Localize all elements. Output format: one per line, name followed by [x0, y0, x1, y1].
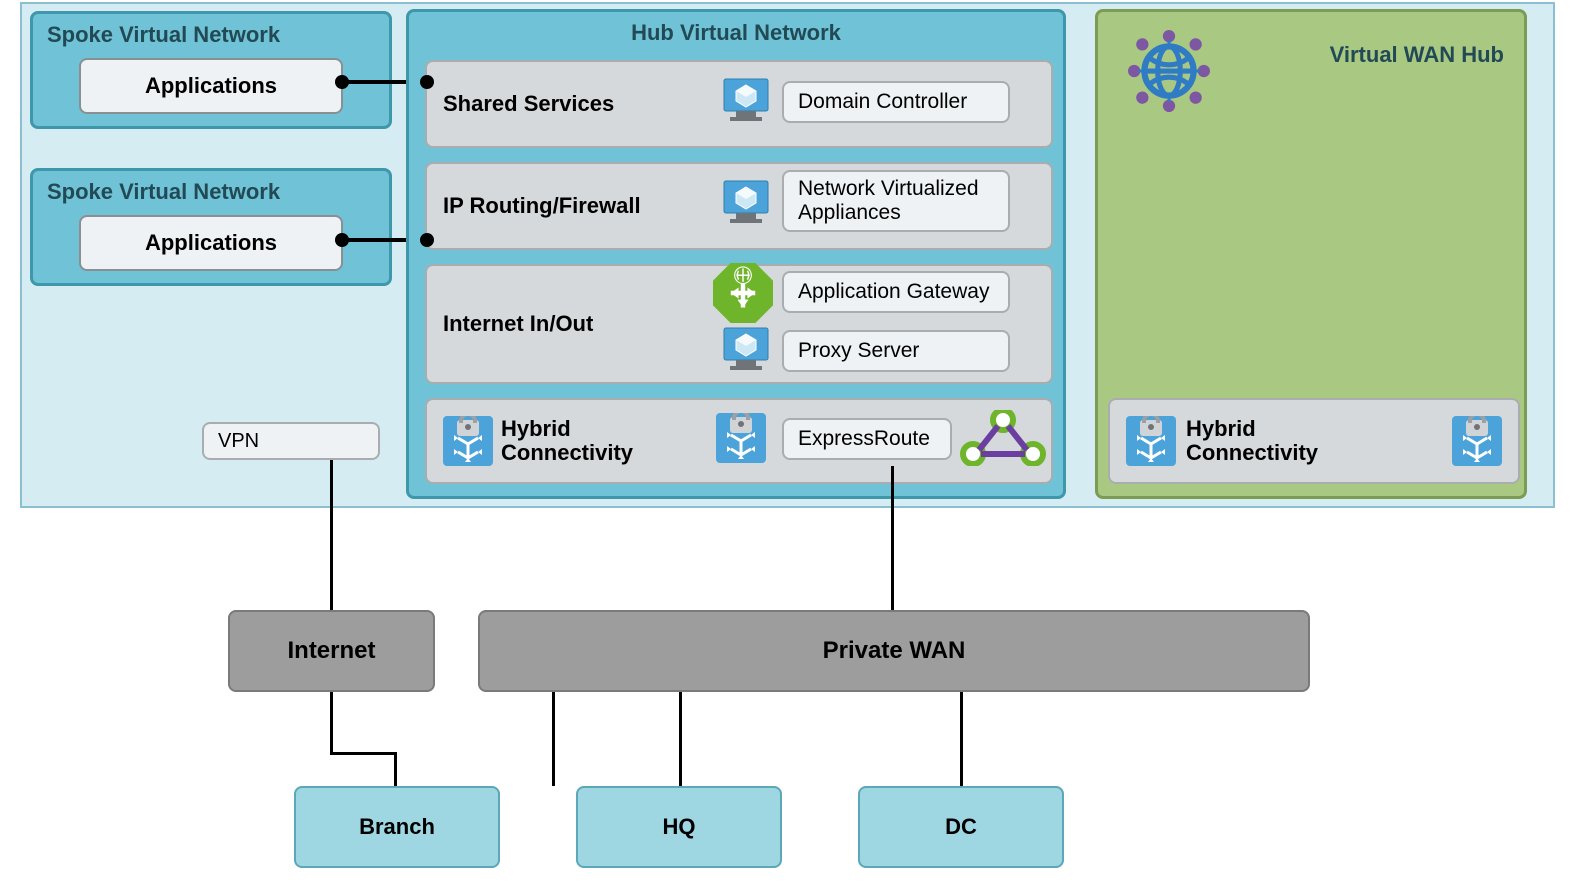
vm-icon — [720, 326, 772, 374]
appgateway-icon — [713, 263, 773, 323]
shared-services-label: Shared Services — [443, 91, 614, 117]
hub-title: Hub Virtual Network — [425, 20, 1047, 46]
expressroute-box: ExpressRoute — [782, 418, 952, 460]
proxy-box: Proxy Server — [782, 330, 1010, 372]
hybrid-label: HybridConnectivity — [501, 417, 633, 465]
domain-controller-box: Domain Controller — [782, 81, 1010, 123]
vwan-hybrid-label: HybridConnectivity — [1186, 417, 1452, 465]
vwan-title: Virtual WAN Hub — [1330, 42, 1504, 68]
vm-icon — [720, 179, 772, 227]
branch-box: Branch — [294, 786, 500, 868]
dc-box: DC — [858, 786, 1064, 868]
spoke-network-1: Spoke Virtual Network Applications — [30, 11, 392, 129]
vwan-hybrid-row: HybridConnectivity — [1108, 398, 1520, 484]
spoke-network-2: Spoke Virtual Network Applications — [30, 168, 392, 286]
gateway-icon — [1126, 416, 1176, 466]
gateway-icon — [1452, 416, 1502, 466]
ip-firewall-label: IP Routing/Firewall — [443, 193, 641, 219]
virtual-wan-hub: Virtual WAN Hub HybridConnectivity — [1095, 9, 1527, 499]
spoke-title: Spoke Virtual Network — [47, 179, 375, 205]
applications-box: Applications — [79, 58, 343, 114]
internet-label: Internet In/Out — [443, 311, 593, 337]
app-gateway-box: Application Gateway — [782, 271, 1010, 313]
gateway-icon — [716, 413, 766, 463]
hq-box: HQ — [576, 786, 782, 868]
applications-box: Applications — [79, 215, 343, 271]
vm-icon — [720, 77, 772, 125]
private-wan-box: Private WAN — [478, 610, 1310, 692]
vpn-box: VPN — [202, 422, 380, 460]
expressroute-icon — [960, 410, 1046, 466]
spoke-title: Spoke Virtual Network — [47, 22, 375, 48]
gateway-icon — [443, 416, 493, 466]
nva-box: Network Virtualized Appliances — [782, 170, 1010, 232]
internet-box: Internet — [228, 610, 435, 692]
globe-icon — [1128, 30, 1210, 112]
